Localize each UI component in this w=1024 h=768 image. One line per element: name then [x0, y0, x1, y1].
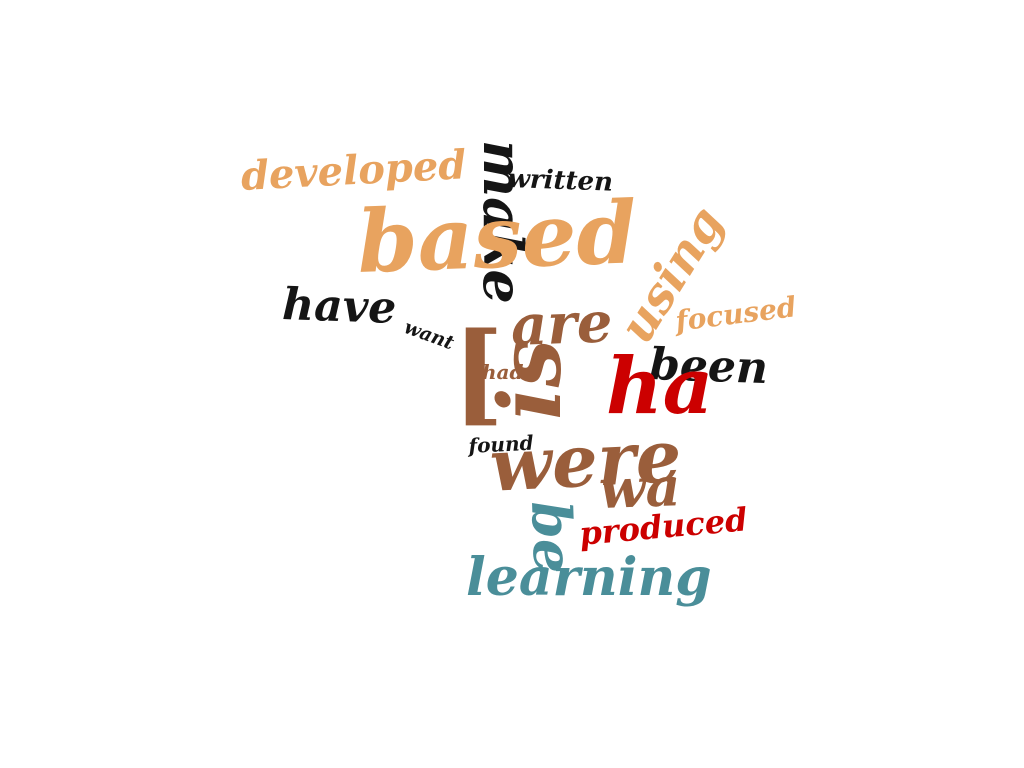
word-learning: learning [466, 547, 712, 608]
word-based: based [355, 182, 639, 293]
word-want: want [401, 316, 457, 355]
word-ha: ha [606, 341, 714, 432]
word-focused: focused [673, 290, 799, 338]
word-have: have [281, 279, 398, 334]
word-had: had [482, 360, 524, 384]
word-bracket: [ [452, 308, 505, 437]
